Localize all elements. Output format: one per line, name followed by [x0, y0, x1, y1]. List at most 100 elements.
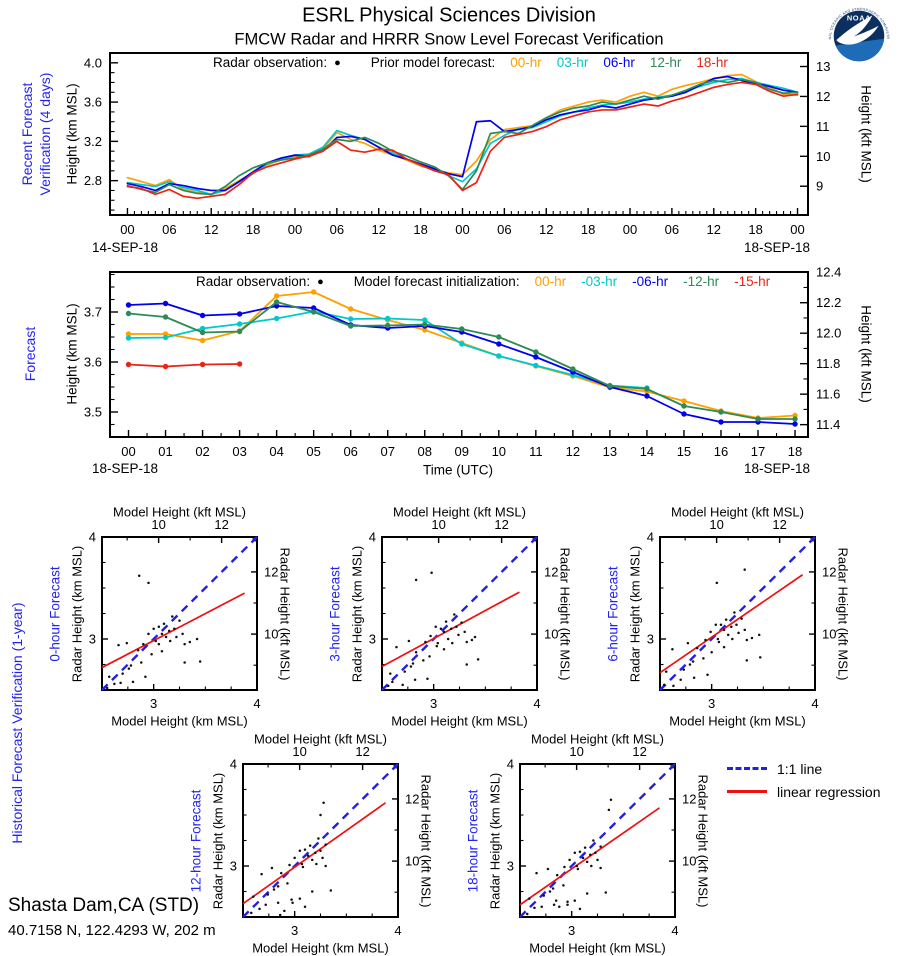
- top-chart-y2-axis-label: Height (kft MSL): [858, 85, 874, 183]
- svg-text:4: 4: [811, 696, 818, 711]
- svg-text:06: 06: [665, 222, 679, 237]
- svg-text:18: 18: [581, 222, 595, 237]
- svg-text:06: 06: [330, 222, 344, 237]
- scatter-legend: 1:1 line linear regression: [727, 757, 881, 803]
- svg-text:10: 10: [544, 627, 558, 642]
- svg-text:3: 3: [507, 859, 514, 874]
- svg-text:12: 12: [204, 222, 218, 237]
- svg-text:11: 11: [816, 119, 830, 134]
- svg-text:4: 4: [230, 757, 237, 772]
- forecast-chart-y2-axis-label: Height (kft MSL): [858, 305, 874, 403]
- svg-text:10: 10: [264, 627, 278, 642]
- radar-dot-marker: ●: [334, 57, 341, 69]
- svg-text:3: 3: [150, 696, 157, 711]
- station-coords: 40.7158 N, 122.4293 W, 202 m: [8, 922, 216, 939]
- scatter-panel-label-scatter_0h: 0-hour Forecast: [47, 565, 63, 662]
- radar-dot-marker: ●: [317, 276, 324, 288]
- svg-text:15: 15: [677, 444, 691, 459]
- svg-text:4.0: 4.0: [84, 55, 102, 70]
- svg-text:05: 05: [306, 444, 320, 459]
- svg-text:06: 06: [162, 222, 176, 237]
- scatter-panel-label-scatter_18h: 18-hour Forecast: [465, 789, 481, 892]
- scatter-bottom-axis-label-scatter_0h: Model Height (km MSL): [111, 713, 248, 729]
- legend-entry-12-hr: 12-hr: [649, 55, 682, 70]
- svg-text:00: 00: [623, 222, 637, 237]
- svg-text:06: 06: [343, 444, 357, 459]
- scatter-top-axis-label-scatter_18h: Model Height (kft MSL): [531, 731, 664, 747]
- svg-text:13: 13: [603, 444, 617, 459]
- svg-text:12: 12: [264, 564, 278, 579]
- page-title: ESRL Physical Sciences Division: [302, 4, 596, 27]
- legend-entry-06-hr: 06-hr: [603, 55, 635, 70]
- svg-text:10: 10: [405, 854, 419, 869]
- svg-text:12: 12: [214, 517, 228, 532]
- svg-text:11.8: 11.8: [816, 356, 840, 371]
- svg-text:11: 11: [529, 444, 543, 459]
- svg-text:10: 10: [709, 517, 723, 532]
- svg-text:4: 4: [89, 530, 96, 545]
- svg-text:11.6: 11.6: [816, 387, 840, 402]
- svg-text:03: 03: [232, 444, 246, 459]
- svg-text:12: 12: [371, 222, 385, 237]
- svg-text:12: 12: [355, 744, 369, 759]
- legend-entry-neg-06-hr: -06-hr: [632, 274, 669, 289]
- forecast-chart-x-axis-label: Time (UTC): [423, 462, 493, 478]
- noaa-acronym: NOAA: [847, 14, 871, 23]
- svg-text:01: 01: [158, 444, 172, 459]
- svg-text:3.5: 3.5: [84, 405, 102, 420]
- noaa-logo-svg: NATIONAL OCEANIC AND ATMOSPHERIC ADMINIS…: [824, 0, 892, 69]
- scatter-panel-label-scatter_12h: 12-hour Forecast: [188, 789, 204, 892]
- forecast-chart-y-axis-label: Height (km MSL): [64, 303, 80, 405]
- scatter-left-axis-label-scatter_18h: Radar Height (km MSL): [487, 772, 503, 909]
- svg-text:18: 18: [246, 222, 260, 237]
- svg-text:12.4: 12.4: [816, 265, 841, 280]
- svg-text:3.6: 3.6: [84, 95, 102, 110]
- top-chart-panel-label-line1: Recent Forecast: [19, 82, 35, 186]
- forecast-legend-entries: 00-hr -03-hr -06-hr -12-hr -15-hr: [520, 274, 771, 289]
- top-legend-model-label: Prior model forecast:: [370, 55, 496, 70]
- one-to-one-legend-row: 1:1 line: [727, 757, 881, 780]
- svg-text:10: 10: [682, 854, 696, 869]
- svg-text:3: 3: [568, 923, 575, 938]
- top-legend-entries: 00-hr 03-hr 06-hr 12-hr 18-hr: [495, 55, 728, 70]
- scatter-panel-label-scatter_3h: 3-hour Forecast: [327, 565, 343, 662]
- forecast-chart-panel-label: Forecast: [22, 326, 38, 382]
- scatter-top-axis-label-scatter_0h: Model Height (kft MSL): [113, 504, 246, 520]
- top-chart-date-right: 18-SEP-18: [743, 240, 810, 255]
- scatter-top-axis-label-scatter_3h: Model Height (kft MSL): [393, 504, 526, 520]
- svg-text:13: 13: [816, 59, 830, 74]
- svg-text:3: 3: [647, 632, 654, 647]
- regression-legend-row: linear regression: [727, 780, 881, 803]
- svg-text:14: 14: [640, 444, 654, 459]
- svg-text:4: 4: [647, 530, 654, 545]
- svg-text:2.8: 2.8: [84, 173, 102, 188]
- legend-entry-18-hr: 18-hr: [696, 55, 728, 70]
- forecast-legend-radar-label: Radar observation:: [196, 274, 311, 289]
- svg-text:3.2: 3.2: [84, 134, 102, 149]
- top-legend-radar-label: Radar observation:: [213, 55, 328, 70]
- scatter-right-axis-label-scatter_3h: Radar Height (kft MSL): [557, 547, 573, 680]
- svg-text:18: 18: [413, 222, 427, 237]
- svg-text:00: 00: [120, 222, 134, 237]
- svg-text:17: 17: [751, 444, 765, 459]
- legend-entry-03-hr: 03-hr: [556, 55, 589, 70]
- legend-entry-00-hr: 00-hr: [534, 274, 567, 289]
- svg-text:12: 12: [566, 444, 580, 459]
- svg-text:12: 12: [772, 517, 786, 532]
- top-chart-date-left: 14-SEP-18: [92, 240, 159, 255]
- page-subtitle: FMCW Radar and HRRR Snow Level Forecast …: [234, 30, 664, 49]
- svg-text:10: 10: [492, 444, 506, 459]
- svg-text:3: 3: [89, 632, 96, 647]
- svg-text:18: 18: [788, 444, 802, 459]
- scatter-bottom-axis-label-scatter_6h: Model Height (km MSL): [669, 713, 806, 729]
- legend-entry-neg-15-hr: -15-hr: [734, 274, 771, 289]
- noaa-gull-icon: [836, 15, 879, 45]
- svg-text:07: 07: [380, 444, 394, 459]
- svg-text:09: 09: [455, 444, 469, 459]
- svg-text:12.0: 12.0: [816, 326, 841, 341]
- scatter-bottom-axis-label-scatter_3h: Model Height (km MSL): [391, 713, 528, 729]
- svg-text:12.2: 12.2: [816, 295, 841, 310]
- svg-text:3: 3: [708, 696, 715, 711]
- svg-text:10: 10: [431, 517, 445, 532]
